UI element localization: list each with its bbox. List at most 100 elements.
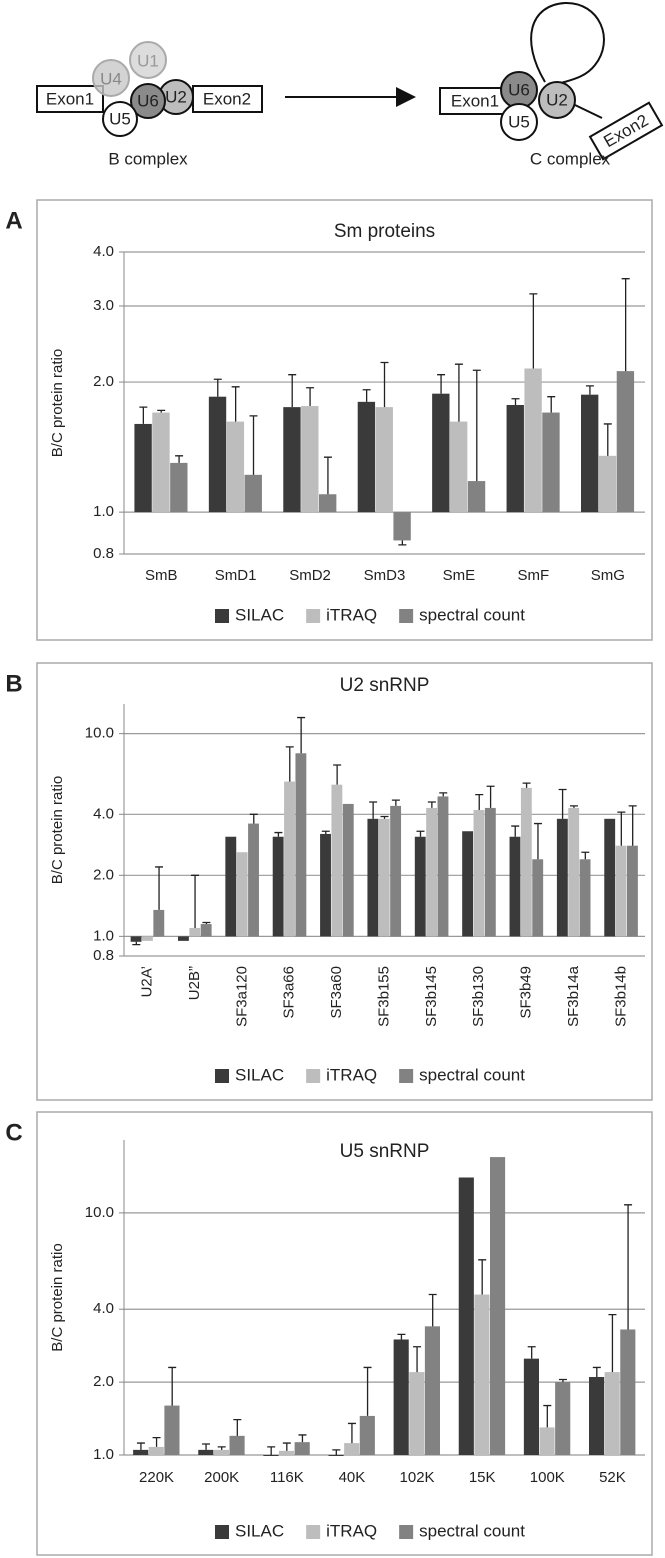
bar — [598, 455, 617, 513]
error-bar — [175, 455, 184, 463]
error-bar — [454, 363, 463, 422]
bar — [462, 831, 474, 937]
x-tick-label: 220K — [139, 1469, 174, 1486]
x-tick-label: SmD3 — [364, 567, 406, 584]
error-bar — [398, 540, 407, 546]
exon-box — [439, 87, 511, 115]
x-tick-label: SF3a66 — [281, 966, 298, 1019]
bar — [449, 421, 468, 513]
snrnp-label: U6 — [508, 80, 530, 99]
legend-swatch — [215, 609, 229, 623]
x-tick-label: SF3b155 — [375, 966, 392, 1027]
chart-title: Sm proteins — [334, 221, 435, 242]
bar — [580, 394, 599, 513]
x-tick-label: 40K — [339, 1469, 366, 1486]
bar — [484, 807, 496, 937]
y-tick-label: 2.0 — [93, 866, 114, 883]
error-bar — [543, 1404, 552, 1428]
error-bar — [157, 409, 166, 413]
bar — [189, 927, 201, 937]
error-bar — [603, 423, 612, 456]
error-bar — [231, 386, 240, 422]
bar — [133, 1449, 149, 1455]
error-bar — [323, 456, 332, 495]
exon-box — [36, 85, 104, 113]
snrnp-label: U1 — [137, 51, 159, 70]
x-tick-label: SF3a120 — [233, 966, 250, 1027]
error-bar — [298, 1434, 307, 1443]
bar — [152, 412, 170, 513]
error-bar — [617, 811, 626, 846]
bar — [523, 1358, 539, 1455]
legend-swatch — [215, 1069, 229, 1083]
bar — [278, 1450, 295, 1455]
exon-label: Exon1 — [46, 89, 94, 108]
legend-swatch — [306, 609, 321, 623]
y-tick-label: 1.0 — [93, 1446, 114, 1463]
bar — [568, 807, 580, 937]
error-bar — [321, 830, 330, 834]
bar — [148, 1446, 164, 1455]
y-tick-label: 0.8 — [93, 947, 114, 964]
bar — [236, 852, 248, 937]
bar — [319, 494, 337, 513]
x-tick-label: SmE — [443, 567, 476, 584]
bar — [474, 1294, 490, 1455]
bar — [283, 407, 301, 513]
error-bar — [332, 1449, 341, 1455]
x-tick-label: SmF — [518, 567, 550, 584]
legend-swatch — [306, 1525, 321, 1539]
error-bar — [558, 1378, 567, 1383]
error-bar — [608, 1313, 617, 1373]
diagram: Exon1 Exon2 U4 U1 U2 U6 U5 B complex Exo… — [36, 1, 664, 168]
snrnp-label: U4 — [100, 69, 122, 88]
error-bar — [511, 398, 520, 405]
error-bar — [288, 374, 297, 408]
error-bar — [569, 805, 578, 808]
error-bar — [155, 866, 164, 910]
error-bar — [522, 782, 531, 788]
bar — [615, 845, 627, 937]
error-bar — [282, 1442, 291, 1451]
error-bar — [233, 1418, 242, 1436]
bar — [524, 368, 542, 513]
x-tick-label: SF3b14a — [565, 965, 582, 1027]
error-bar — [592, 1366, 601, 1377]
exon-label: Exon2 — [203, 89, 251, 108]
bar — [393, 1339, 409, 1455]
panel-frame — [36, 1111, 653, 1556]
error-bar — [249, 415, 258, 475]
snrnp-label: U6 — [137, 91, 159, 110]
error-bar — [363, 1366, 372, 1416]
bar — [542, 412, 560, 513]
legend-label: SILAC — [235, 1065, 284, 1084]
legend-label: SILAC — [235, 1521, 284, 1540]
error-bar — [428, 1293, 437, 1327]
error-bar — [624, 1204, 633, 1330]
exon-box — [192, 85, 263, 113]
error-bar — [475, 794, 484, 811]
error-bar — [380, 361, 389, 408]
snrnp — [92, 59, 130, 97]
panel-letter: C — [5, 1119, 22, 1146]
bar — [130, 936, 142, 942]
x-tick-label: SmG — [591, 567, 625, 584]
bar — [620, 1329, 636, 1455]
error-bar — [581, 851, 590, 860]
complex-label: B complex — [108, 149, 188, 168]
error-bar — [472, 369, 481, 482]
exon-label: Exon1 — [451, 91, 499, 110]
bar — [294, 1442, 310, 1455]
bar — [390, 805, 402, 937]
bar — [244, 474, 262, 513]
legend-swatch — [399, 1525, 414, 1539]
panel-frame — [36, 662, 653, 1101]
bar — [414, 836, 426, 937]
snrnp — [129, 41, 167, 79]
x-tick-label: U2A’ — [139, 966, 156, 997]
bar — [616, 371, 635, 513]
y-tick-label: 1.0 — [93, 927, 114, 944]
snrnp — [500, 103, 538, 141]
bar — [357, 401, 376, 513]
legend-swatch — [306, 1069, 321, 1083]
